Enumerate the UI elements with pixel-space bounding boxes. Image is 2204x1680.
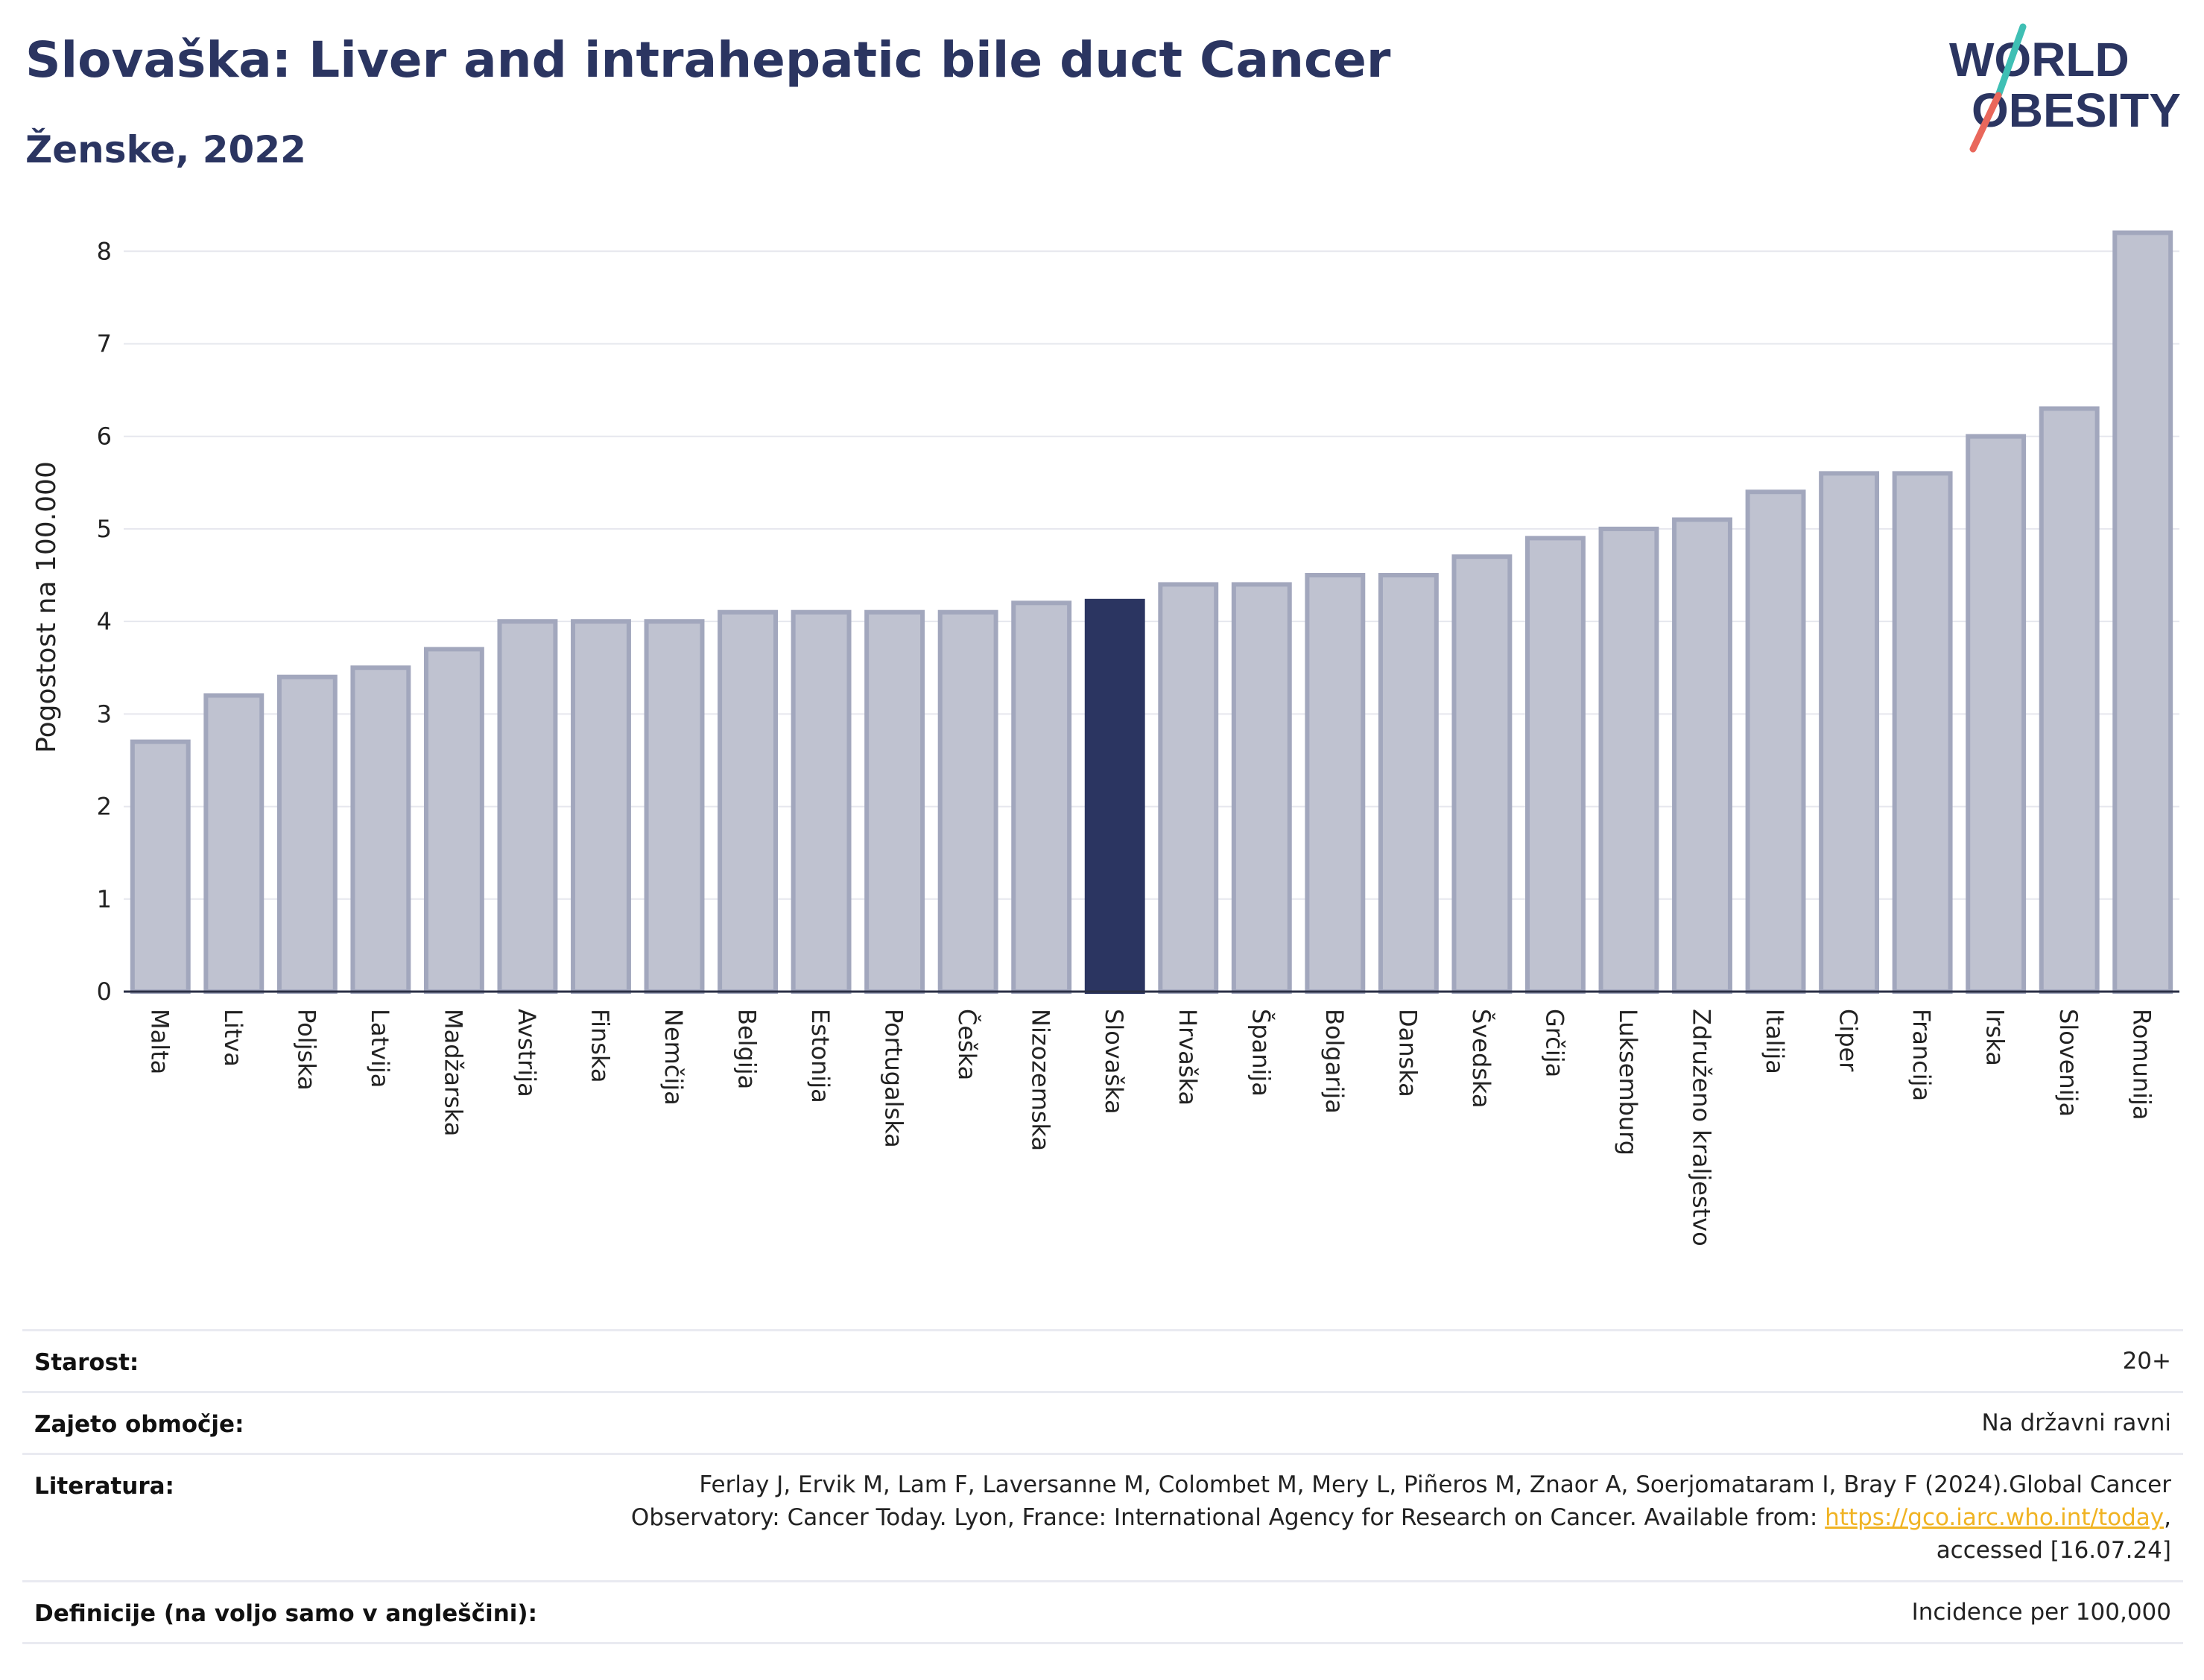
y-tick-label: 7 [97, 329, 112, 358]
x-tick-label: Slovenija [2054, 1009, 2083, 1117]
x-tick-label: Latvija [366, 1009, 394, 1088]
coverage-label: Zajeto območje: [34, 1411, 244, 1438]
definitions-label: Definicije (na voljo samo v angleščini): [34, 1600, 537, 1627]
coverage-value: Na državni ravni [1981, 1410, 2171, 1436]
bar [2039, 406, 2100, 994]
age-label: Starost: [34, 1349, 139, 1376]
bar [1525, 536, 1586, 994]
age-value: 20+ [2122, 1348, 2171, 1375]
metadata-table: Starost: 20+ Zajeto območje: Na državni … [22, 1329, 2183, 1644]
reference-label: Literatura: [34, 1473, 174, 1500]
bar [644, 619, 705, 994]
x-tick-label: Irska [1981, 1009, 2010, 1066]
bar [276, 674, 338, 994]
bar [1305, 573, 1366, 994]
reference-link[interactable]: https://gco.iarc.who.int/today [1825, 1504, 2165, 1531]
bar [571, 619, 631, 994]
bar [1158, 582, 1219, 994]
meta-row-definitions: Definicije (na voljo samo v angleščini):… [22, 1580, 2183, 1642]
metadata-table-end [22, 1642, 2183, 1644]
y-tick-label: 6 [97, 422, 112, 451]
logo-slash-coral [1969, 92, 2002, 153]
x-tick-label: Hrvaška [1174, 1009, 1202, 1106]
bar [423, 647, 484, 994]
bar [1378, 573, 1439, 994]
x-tick-label: Ciper [1834, 1009, 1863, 1072]
meta-row-reference: Literatura: Ferlay J, Ervik M, Lam F, La… [22, 1453, 2183, 1580]
bar [1451, 554, 1513, 994]
logo-word-world: WORLD [1949, 33, 2129, 86]
page-title: Slovaška: Liver and intrahepatic bile du… [25, 31, 1391, 89]
x-tick-label: Španija [1247, 1009, 1276, 1097]
y-tick-label: 8 [97, 237, 112, 265]
x-tick-label: Madžarska [439, 1009, 467, 1136]
x-tick-label: Francija [1907, 1009, 1936, 1101]
x-tick-label: Poljska [292, 1009, 320, 1091]
bar [718, 609, 778, 994]
x-tick-label: Švedska [1467, 1009, 1496, 1109]
y-axis-title: Pogostost na 100.000 [31, 461, 62, 753]
x-tick-label: Avstrija [513, 1009, 541, 1097]
x-tick-label: Združeno kraljestvo [1688, 1009, 1716, 1246]
x-tick-label: Litva [219, 1009, 247, 1067]
bar [864, 609, 925, 994]
world-obesity-logo: WORLD OBESITY [1949, 23, 2181, 153]
y-tick-label: 4 [97, 607, 112, 635]
reference-line-2-text: Observatory: Cancer Today. Lyon, France:… [630, 1504, 1825, 1531]
y-tick-label: 0 [97, 977, 112, 1006]
x-tick-label: Bolgarija [1320, 1009, 1349, 1114]
bar [1598, 526, 1659, 994]
x-tick-label: Luksemburg [1614, 1009, 1642, 1156]
reference-text: Ferlay J, Ervik M, Lam F, Laversanne M, … [308, 1468, 2171, 1567]
x-tick-label: Finska [586, 1009, 614, 1083]
page-subtitle: Ženske, 2022 [25, 128, 306, 171]
bar [1231, 582, 1292, 994]
bar [130, 739, 191, 994]
x-tick-label: Malta [145, 1009, 174, 1074]
bar [791, 609, 852, 994]
bar [937, 609, 998, 994]
x-tick-label: Grčija [1540, 1009, 1568, 1077]
y-tick-label: 3 [97, 700, 112, 728]
y-tick-label: 2 [97, 793, 112, 821]
reference-line-2: Observatory: Cancer Today. Lyon, France:… [308, 1501, 2171, 1534]
bar [1966, 434, 2027, 994]
x-tick-label: Nizozemska [1027, 1009, 1055, 1151]
x-tick-label: Portugalska [880, 1009, 908, 1148]
bar [1745, 489, 1806, 994]
bar [497, 619, 558, 994]
x-tick-label: Nemčija [659, 1009, 688, 1106]
x-tick-label: Italija [1761, 1009, 1789, 1074]
x-tick-label: Belgija [733, 1009, 761, 1089]
bar [1892, 471, 1953, 994]
x-tick-label: Estonija [806, 1009, 835, 1103]
bar-chart: 0 1 2 3 4 5 6 7 8 Pogostost na 100.000 Malta Litva P… [31, 230, 2179, 1246]
definitions-value: Incidence per 100,000 [1911, 1599, 2171, 1626]
logo-word-obesity: OBESITY [1972, 83, 2181, 137]
meta-row-age: Starost: 20+ [22, 1329, 2183, 1391]
x-tick-label: Slovaška [1100, 1009, 1128, 1115]
reference-line-2-suffix: , [2164, 1504, 2171, 1531]
x-tick-label: Češka [953, 1009, 982, 1080]
x-tick-label: Danska [1393, 1009, 1422, 1097]
reference-line-3: accessed [16.07.24] [1936, 1537, 2171, 1564]
bar [1011, 600, 1072, 994]
bar [1084, 598, 1145, 994]
y-tick-label: 5 [97, 515, 112, 543]
meta-row-coverage: Zajeto območje: Na državni ravni [22, 1391, 2183, 1453]
reference-line-1: Ferlay J, Ervik M, Lam F, Laversanne M, … [699, 1471, 2171, 1498]
bar [2112, 230, 2173, 994]
bar [1672, 517, 1732, 994]
logo-slash-teal [1995, 23, 2027, 99]
bar [203, 693, 265, 995]
bar [1819, 471, 1880, 994]
bar [350, 665, 411, 994]
x-tick-label: Romunija [2128, 1009, 2156, 1120]
y-tick-label: 1 [97, 885, 112, 913]
